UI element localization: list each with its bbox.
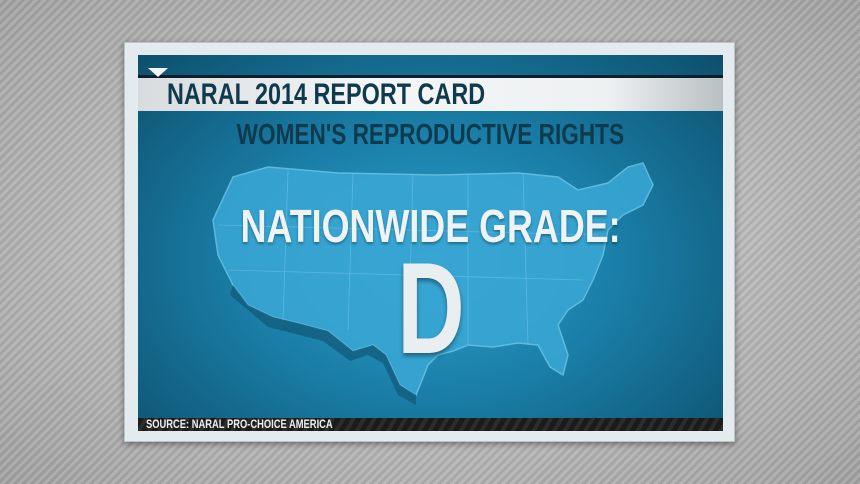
graphic-panel: NARAL 2014 REPORT CARD WOMEN'S REPRODUCT… (138, 55, 723, 431)
source-text: SOURCE: NARAL PRO-CHOICE AMERICA (146, 417, 333, 431)
us-map-shape (212, 162, 654, 397)
triangle-marker-icon (148, 68, 168, 77)
grade-value: D (396, 235, 465, 381)
source-bar: SOURCE: NARAL PRO-CHOICE AMERICA (138, 418, 723, 431)
header-rule (138, 75, 723, 78)
title-bar (138, 78, 723, 111)
graphic-frame: NARAL 2014 REPORT CARD WOMEN'S REPRODUCT… (124, 42, 735, 442)
page-title: NARAL 2014 REPORT CARD (167, 78, 486, 111)
us-map (212, 162, 654, 405)
grade-label: NATIONWIDE GRADE: (240, 200, 621, 252)
subtitle: WOMEN'S REPRODUCTIVE RIGHTS (236, 119, 625, 151)
